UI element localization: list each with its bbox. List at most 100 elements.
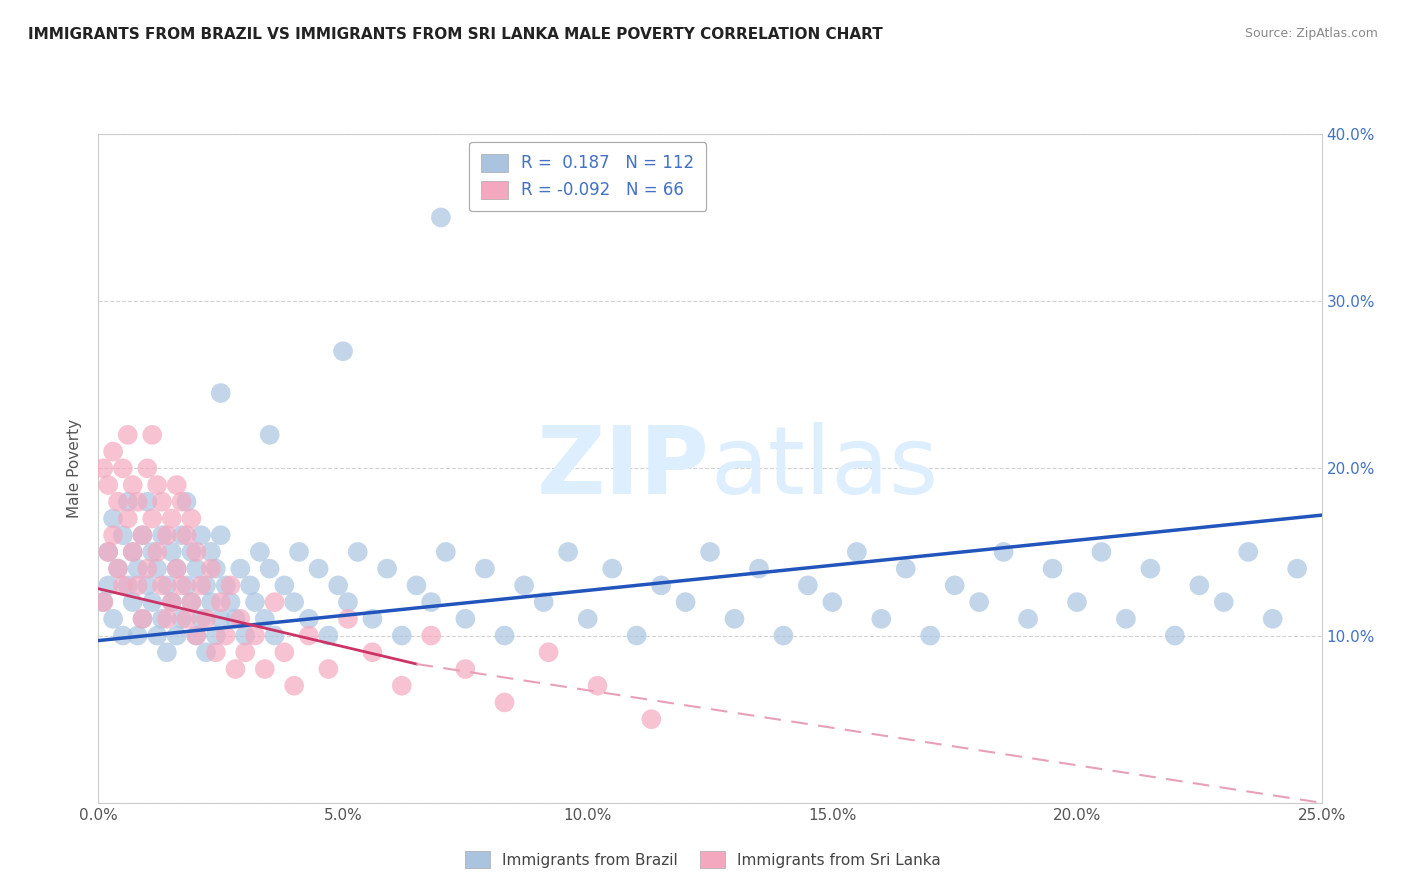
Point: [107, 562, 129, 576]
Point: [176, 528, 198, 542]
Y-axis label: Male Poverty: Male Poverty: [67, 418, 83, 518]
Point: [160, 595, 183, 609]
Point: [233, 645, 256, 659]
Point: [190, 578, 212, 592]
Point: [586, 679, 609, 693]
Point: [214, 578, 236, 592]
Point: [156, 645, 179, 659]
Text: ZIP: ZIP: [537, 422, 710, 515]
Point: [160, 595, 183, 609]
Point: [186, 628, 208, 642]
Point: [111, 528, 134, 542]
Point: [117, 578, 139, 592]
Point: [1017, 612, 1039, 626]
Point: [170, 528, 193, 542]
Point: [141, 595, 163, 609]
Point: [375, 562, 398, 576]
Point: [332, 344, 354, 359]
Point: [894, 562, 917, 576]
Point: [224, 662, 246, 676]
Point: [141, 428, 163, 442]
Point: [101, 444, 124, 458]
Point: [121, 545, 143, 559]
Point: [243, 628, 266, 642]
Point: [229, 612, 252, 626]
Point: [699, 545, 721, 559]
Point: [336, 595, 359, 609]
Point: [176, 578, 198, 592]
Point: [263, 595, 285, 609]
Point: [121, 478, 143, 492]
Point: [318, 628, 340, 642]
Point: [131, 528, 153, 542]
Point: [474, 562, 496, 576]
Point: [209, 528, 232, 542]
Legend: Immigrants from Brazil, Immigrants from Sri Lanka: Immigrants from Brazil, Immigrants from …: [457, 844, 949, 875]
Point: [150, 528, 173, 542]
Point: [1261, 612, 1284, 626]
Point: [131, 612, 153, 626]
Point: [1090, 545, 1112, 559]
Point: [640, 712, 662, 726]
Point: [943, 578, 966, 592]
Point: [273, 578, 295, 592]
Point: [200, 545, 222, 559]
Point: [1286, 562, 1309, 576]
Point: [136, 578, 159, 592]
Point: [993, 545, 1015, 559]
Point: [1139, 562, 1161, 576]
Point: [650, 578, 672, 592]
Point: [150, 494, 173, 508]
Point: [101, 528, 124, 542]
Point: [107, 562, 129, 576]
Point: [176, 494, 198, 508]
Point: [127, 494, 149, 508]
Point: [233, 628, 256, 642]
Point: [298, 628, 321, 642]
Point: [136, 461, 159, 475]
Point: [186, 545, 208, 559]
Text: atlas: atlas: [710, 422, 938, 515]
Point: [91, 461, 114, 475]
Point: [723, 612, 745, 626]
Point: [121, 545, 143, 559]
Point: [434, 545, 457, 559]
Point: [150, 612, 173, 626]
Point: [224, 612, 246, 626]
Point: [557, 545, 579, 559]
Point: [156, 612, 179, 626]
Point: [361, 645, 384, 659]
Point: [1066, 595, 1088, 609]
Point: [186, 562, 208, 576]
Text: IMMIGRANTS FROM BRAZIL VS IMMIGRANTS FROM SRI LANKA MALE POVERTY CORRELATION CHA: IMMIGRANTS FROM BRAZIL VS IMMIGRANTS FRO…: [28, 27, 883, 42]
Point: [195, 612, 218, 626]
Point: [405, 578, 427, 592]
Point: [870, 612, 893, 626]
Point: [160, 545, 183, 559]
Point: [391, 628, 413, 642]
Point: [136, 494, 159, 508]
Point: [1188, 578, 1211, 592]
Point: [166, 562, 188, 576]
Point: [190, 528, 212, 542]
Point: [219, 578, 242, 592]
Point: [259, 428, 281, 442]
Point: [259, 562, 281, 576]
Point: [253, 662, 276, 676]
Point: [219, 595, 242, 609]
Legend: R =  0.187   N = 112, R = -0.092   N = 66: R = 0.187 N = 112, R = -0.092 N = 66: [470, 142, 706, 211]
Point: [513, 578, 536, 592]
Point: [180, 595, 202, 609]
Point: [180, 545, 202, 559]
Point: [117, 494, 139, 508]
Point: [166, 628, 188, 642]
Point: [156, 578, 179, 592]
Point: [430, 211, 453, 225]
Point: [283, 679, 305, 693]
Point: [1212, 595, 1234, 609]
Point: [967, 595, 990, 609]
Point: [166, 562, 188, 576]
Point: [131, 612, 153, 626]
Point: [576, 612, 599, 626]
Point: [454, 662, 477, 676]
